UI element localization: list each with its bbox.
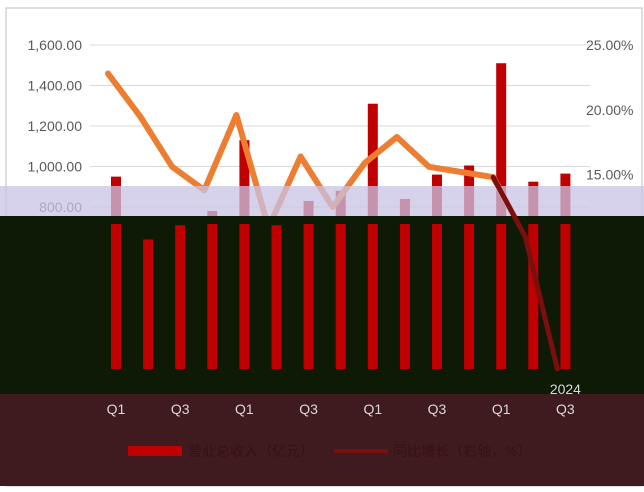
bar-over-overlay <box>496 224 507 369</box>
bar-over-overlay <box>464 224 475 369</box>
x-tick-label: Q1 <box>107 401 126 417</box>
bar-over-overlay <box>432 224 442 369</box>
overlay-band <box>0 186 644 216</box>
line-point <box>139 115 141 117</box>
legend: 营业总收入（亿元） 同比增长（右轴，%） <box>128 443 531 459</box>
bar-over-overlay <box>239 224 250 369</box>
line-point <box>171 166 173 168</box>
x-tick-label: Q3 <box>299 401 318 417</box>
bar-over-overlay <box>560 224 571 369</box>
line-point <box>107 73 109 75</box>
bar-over-overlay <box>271 225 282 369</box>
left-tick-label: 1,400.00 <box>28 78 83 94</box>
x-tick-label: Q1 <box>235 401 254 417</box>
line-point <box>460 171 462 173</box>
overlay-dark <box>0 224 644 394</box>
overlay-bottom <box>0 394 644 486</box>
bar-over-overlay <box>367 224 378 369</box>
line-point <box>235 114 237 116</box>
growth-line-dark <box>490 174 560 372</box>
bar-over-overlay <box>399 224 410 369</box>
legend-bar-label: 营业总收入（亿元） <box>188 443 314 459</box>
bar-over-overlay <box>335 224 346 369</box>
bar-over-overlay <box>143 239 154 369</box>
bar-over-overlay <box>111 224 121 369</box>
right-tick-label: 25.00% <box>586 37 633 53</box>
bar-over-overlay <box>207 224 218 369</box>
left-tick-label: 1,200.00 <box>28 118 83 134</box>
legend-bar-swatch <box>128 446 182 456</box>
legend-line-label: 同比增长（右轴，%） <box>393 443 531 459</box>
overlay-dark-top <box>0 216 644 224</box>
left-tick-label: 1,600.00 <box>28 37 83 53</box>
x-tick-label: Q1 <box>363 401 382 417</box>
x-tick-label: Q3 <box>556 401 575 417</box>
line-point <box>428 166 430 168</box>
x-tick-label: Q3 <box>428 401 447 417</box>
bar-over-overlay <box>303 224 314 369</box>
right-tick-label: 15.00% <box>586 167 633 183</box>
right-tick-label: 20.00% <box>586 102 633 118</box>
year-label: 2024 <box>550 381 581 397</box>
bar-over-overlay <box>528 224 539 369</box>
line-point <box>300 155 302 157</box>
x-axis: Q1 Q3 Q1 Q3 Q1 Q3 Q1 Q3 2024 <box>107 381 582 417</box>
x-tick-label: Q3 <box>171 401 190 417</box>
overlay-layer <box>0 174 644 486</box>
line-point <box>364 162 366 164</box>
left-tick-label: 1,000.00 <box>28 159 83 175</box>
bar-over-overlay <box>175 225 186 369</box>
line-point <box>396 136 398 138</box>
x-tick-label: Q1 <box>492 401 511 417</box>
